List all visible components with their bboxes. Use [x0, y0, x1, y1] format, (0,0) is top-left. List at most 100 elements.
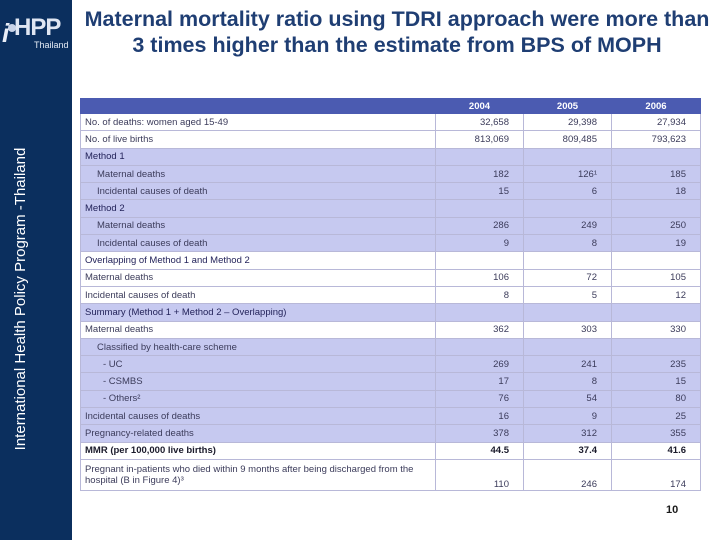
cell-value [435, 199, 524, 218]
sidebar: i HPP Thailand International Health Poli… [0, 0, 72, 540]
cell-value [523, 337, 612, 357]
cell-value: 72 [523, 268, 612, 287]
cell-value: 286 [435, 216, 524, 236]
table-row: Incidental causes of deaths 16 9 25 [80, 407, 701, 426]
cell-value: 9 [523, 407, 612, 426]
cell-value [435, 147, 524, 166]
row-label: MMR (per 100,000 live births) [80, 441, 436, 460]
row-label: Maternal deaths [80, 216, 436, 236]
cell-value: 355 [611, 424, 701, 443]
cell-value: 8 [523, 234, 612, 253]
table-row: Maternal deaths 106 72 105 [80, 268, 701, 287]
row-label: Summary (Method 1 + Method 2 – Overlappi… [80, 303, 436, 322]
cell-value: 41.6 [611, 441, 701, 460]
row-label: Overlapping of Method 1 and Method 2 [80, 251, 436, 270]
cell-value: 362 [435, 320, 524, 339]
row-label: Incidental causes of death [80, 234, 436, 253]
cell-value [523, 199, 612, 218]
table-row: - CSMBS 17 8 15 [80, 372, 701, 391]
cell-value: 27,934 [611, 112, 701, 132]
row-label: Incidental causes of death [80, 182, 436, 201]
row-label: Method 2 [80, 199, 436, 218]
table-row: Maternal deaths 182 126¹ 185 [80, 164, 701, 184]
row-label: Maternal deaths [80, 164, 436, 184]
column-header: 2006 [611, 98, 701, 114]
cell-value: 19 [611, 234, 701, 253]
cell-value: 303 [523, 320, 612, 339]
cell-value: 246 [523, 458, 612, 491]
cell-value: 235 [611, 355, 701, 374]
cell-value: 12 [611, 285, 701, 305]
row-label: Method 1 [80, 147, 436, 166]
cell-value [611, 199, 701, 218]
cell-value: 250 [611, 216, 701, 236]
row-label: - Others² [80, 389, 436, 409]
cell-value: 37.4 [523, 441, 612, 460]
maternal-deaths-table: 2004 2005 2006 No. of deaths: women aged 15… [80, 98, 701, 491]
page-number: 10 [666, 504, 679, 516]
slide-title: Maternal mortality ratio using TDRI appr… [84, 7, 710, 57]
logo-i: i [2, 18, 10, 48]
row-label: - CSMBS [80, 372, 436, 391]
table-row: Maternal deaths 286 249 250 [80, 216, 701, 236]
table-row: - Others² 76 54 80 [80, 389, 701, 409]
cell-value: 110 [435, 458, 524, 491]
cell-value: 54 [523, 389, 612, 409]
table-row: Incidental causes of death 15 6 18 [80, 182, 701, 201]
table-row: Pregnancy-related deaths 378 312 355 [80, 424, 701, 443]
table-row: No. of deaths: women aged 15-49 32,658 29,… [80, 112, 701, 132]
cell-value: 9 [435, 234, 524, 253]
cell-value: 174 [611, 458, 701, 491]
table-row: No. of live births 813,069 809,485 793,623 [80, 130, 701, 149]
logo-hpp: HPP [14, 14, 61, 41]
cell-value: 44.5 [435, 441, 524, 460]
cell-value: 330 [611, 320, 701, 339]
cell-value: 32,658 [435, 112, 524, 132]
cell-value: 809,485 [523, 130, 612, 149]
row-label: No. of live births [80, 130, 436, 149]
cell-value [523, 303, 612, 322]
row-label: Pregnancy-related deaths [80, 424, 436, 443]
cell-value: 16 [435, 407, 524, 426]
column-header [80, 98, 436, 114]
cell-value: 8 [523, 372, 612, 391]
cell-value: 126¹ [523, 164, 612, 184]
cell-value: 185 [611, 164, 701, 184]
cell-value [523, 147, 612, 166]
cell-value: 8 [435, 285, 524, 305]
cell-value: 5 [523, 285, 612, 305]
cell-value: 269 [435, 355, 524, 374]
column-header: 2004 [435, 98, 524, 114]
row-label: Incidental causes of deaths [80, 407, 436, 426]
table-row: Overlapping of Method 1 and Method 2 [80, 251, 701, 270]
cell-value [435, 303, 524, 322]
row-label: Maternal deaths [80, 268, 436, 287]
sidebar-vertical-text: International Health Policy Program -Tha… [12, 147, 29, 451]
cell-value: 80 [611, 389, 701, 409]
table-row: Summary (Method 1 + Method 2 – Overlappi… [80, 303, 701, 322]
cell-value [611, 337, 701, 357]
table-row: Method 1 [80, 147, 701, 166]
table-row: Incidental causes of death 8 5 12 [80, 285, 701, 305]
cell-value: 29,398 [523, 112, 612, 132]
cell-value [435, 337, 524, 357]
table-row: MMR (per 100,000 live births) 44.5 37.4 41.… [80, 441, 701, 460]
cell-value: 182 [435, 164, 524, 184]
column-header: 2005 [523, 98, 612, 114]
cell-value: 25 [611, 407, 701, 426]
logo-dot-icon [8, 24, 16, 32]
cell-value: 105 [611, 268, 701, 287]
table-header-row: 2004 2005 2006 [80, 98, 701, 114]
cell-value: 18 [611, 182, 701, 201]
table-row: Pregnant in-patients who died within 9 m… [80, 458, 701, 491]
table-row: Maternal deaths 362 303 330 [80, 320, 701, 339]
cell-value [611, 251, 701, 270]
row-label: Maternal deaths [80, 320, 436, 339]
row-label: Pregnant in-patients who died within 9 m… [80, 458, 436, 491]
cell-value [523, 251, 612, 270]
cell-value: 241 [523, 355, 612, 374]
logo-country: Thailand [34, 40, 69, 50]
data-table-container: 2004 2005 2006 No. of deaths: women aged 15… [80, 98, 706, 502]
cell-value: 76 [435, 389, 524, 409]
cell-value: 15 [611, 372, 701, 391]
